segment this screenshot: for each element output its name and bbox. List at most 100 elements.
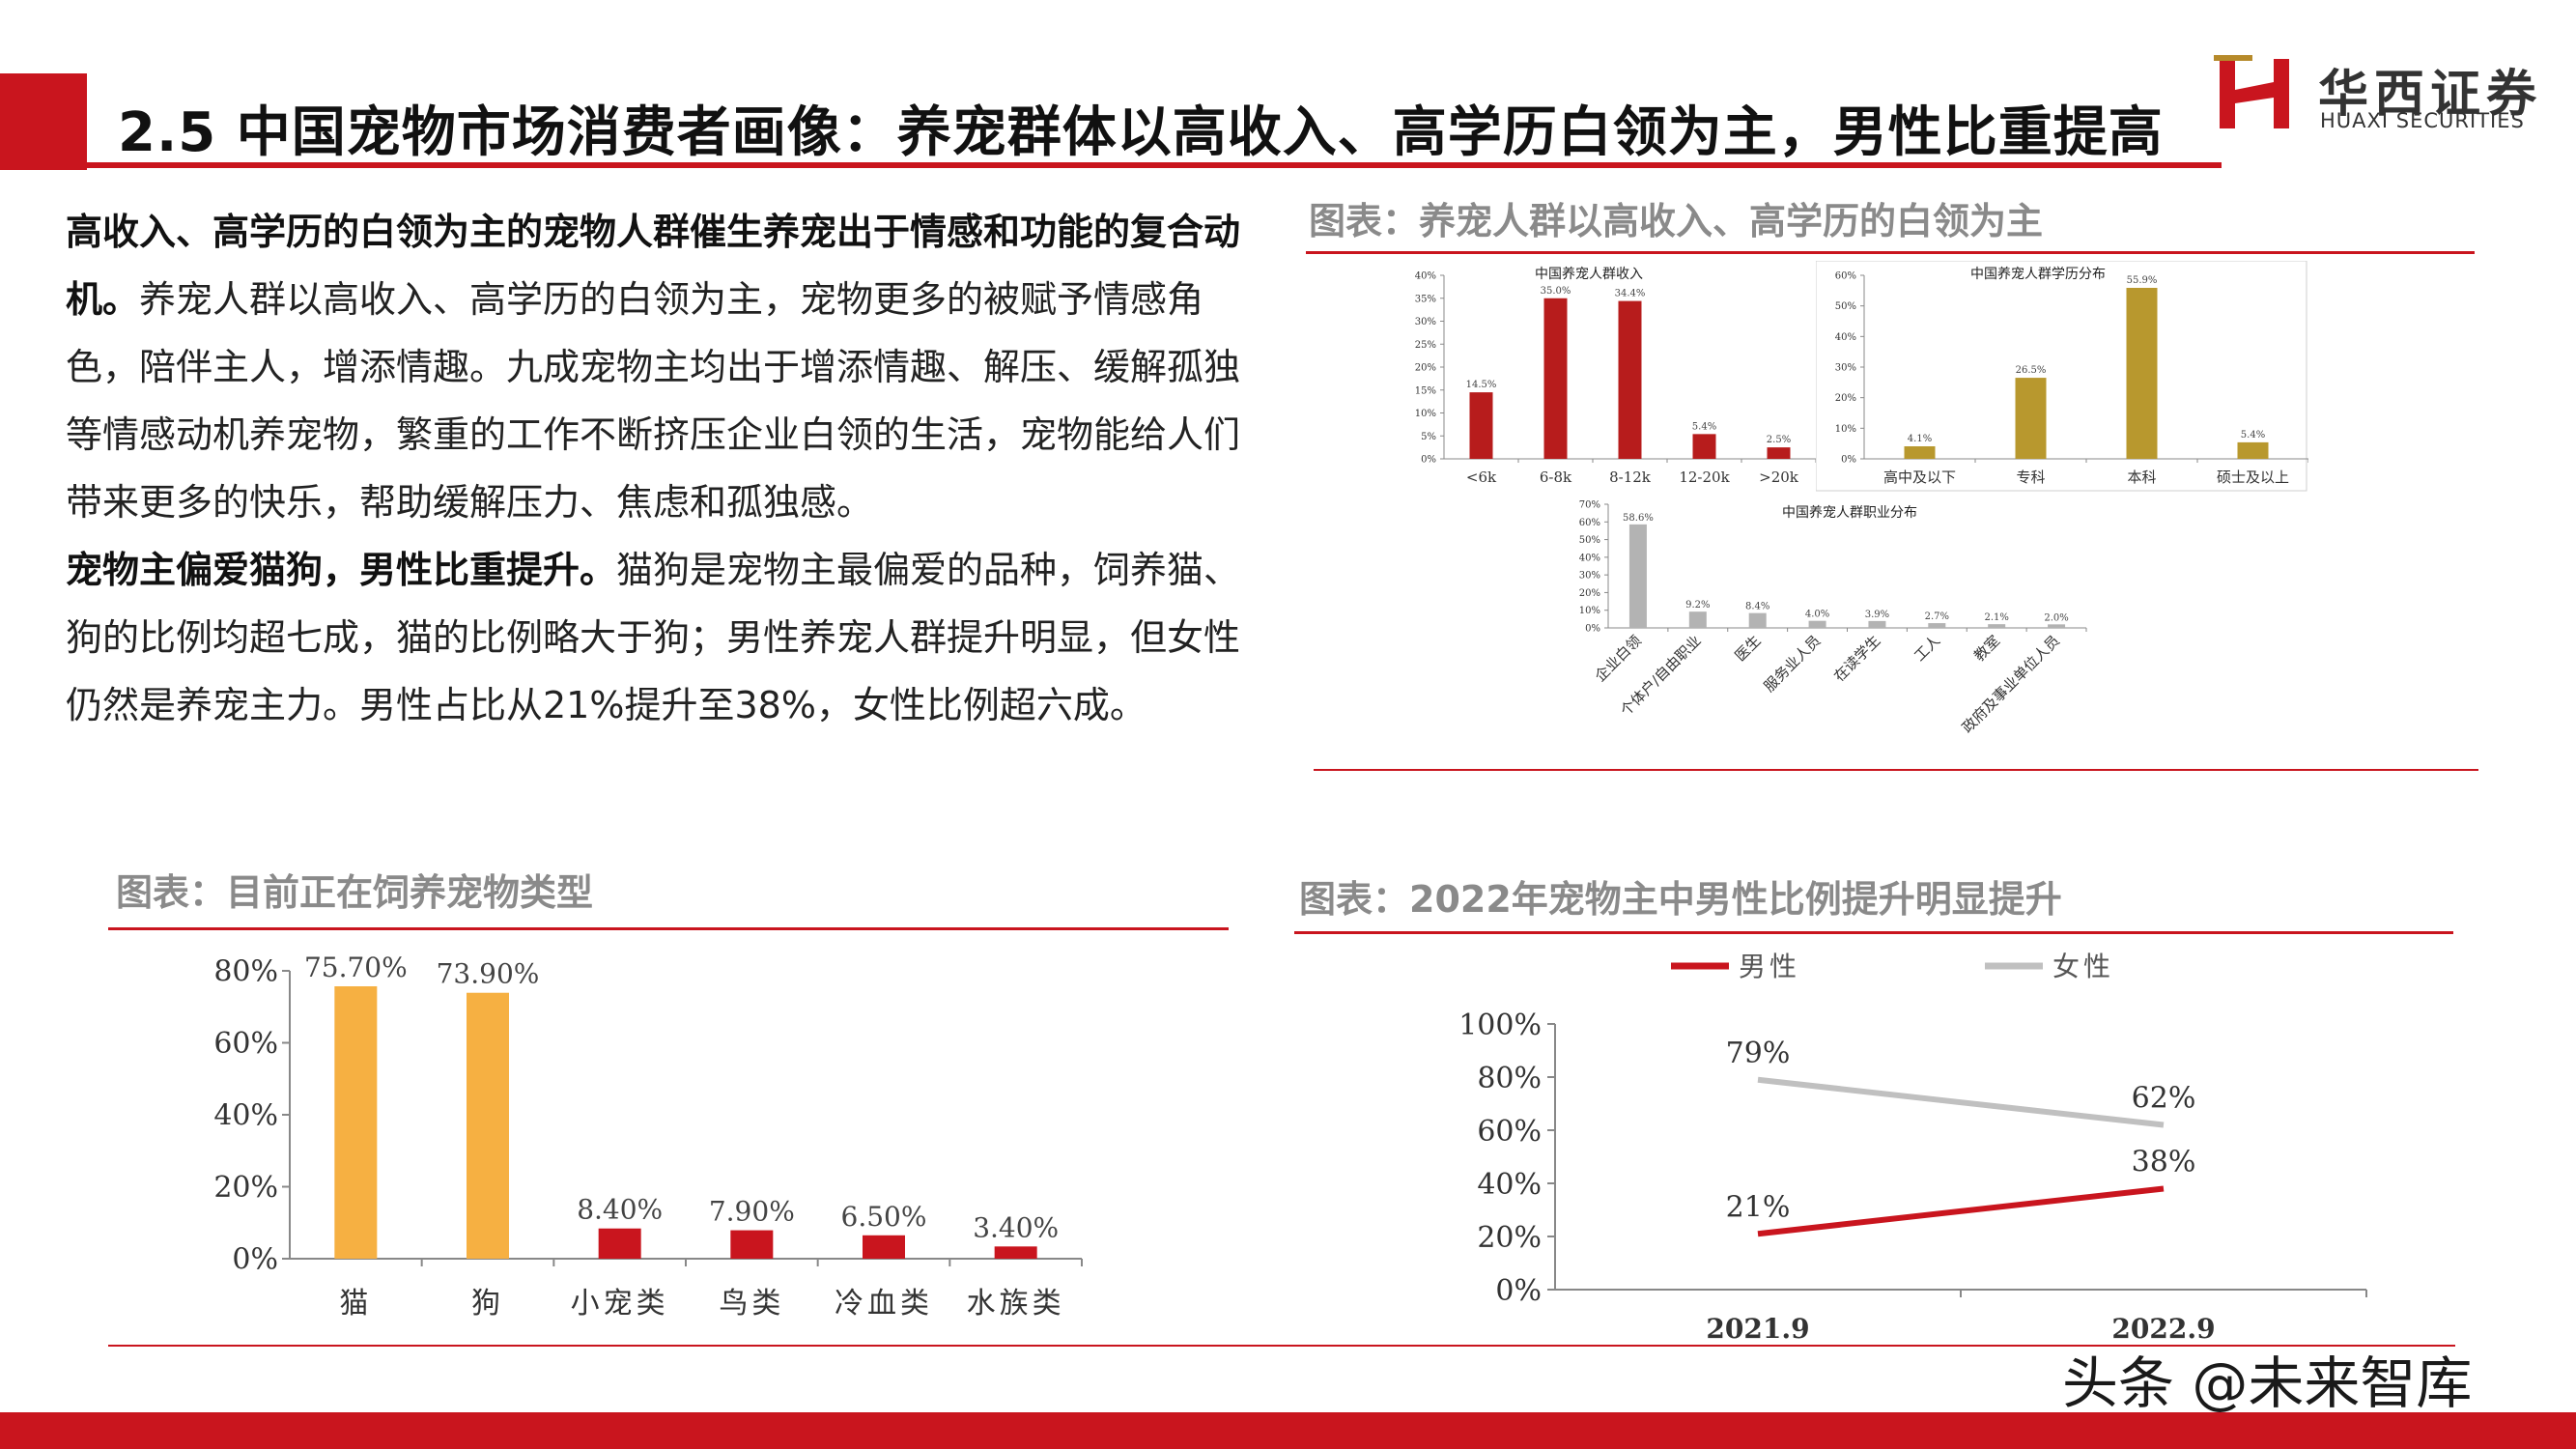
y-tick-label: 20% bbox=[1477, 1221, 1542, 1255]
x-category-label: 高中及以下 bbox=[1883, 469, 1956, 486]
bar-value-label: 55.9% bbox=[2127, 275, 2158, 286]
title-accent-bar bbox=[0, 73, 87, 170]
x-category-label: 狗 bbox=[471, 1287, 504, 1321]
x-category-label: 硕士及以上 bbox=[2217, 469, 2289, 486]
y-tick-label: 25% bbox=[1415, 340, 1436, 351]
y-tick-label: 80% bbox=[213, 955, 278, 989]
bar bbox=[1618, 300, 1642, 459]
bar-value-label: 2.7% bbox=[1925, 611, 1949, 622]
bar-value-label: 58.6% bbox=[1623, 513, 1654, 524]
point-value-label: 38% bbox=[2132, 1146, 2196, 1179]
bar bbox=[1928, 623, 1946, 628]
bar bbox=[467, 992, 509, 1259]
y-tick-label: 30% bbox=[1415, 317, 1436, 327]
y-tick-label: 0% bbox=[1495, 1274, 1542, 1308]
y-tick-label: 40% bbox=[1477, 1168, 1542, 1202]
bar-value-label: 8.40% bbox=[577, 1194, 663, 1226]
bottom-divider bbox=[108, 1345, 2455, 1347]
y-tick-label: 60% bbox=[213, 1027, 278, 1061]
y-tick-label: 10% bbox=[1579, 606, 1600, 616]
y-tick-label: 20% bbox=[213, 1171, 278, 1205]
x-category-label: >20k bbox=[1759, 469, 1799, 486]
legend-label: 男性 bbox=[1739, 951, 1800, 982]
series-line bbox=[1757, 1076, 2165, 1128]
y-tick-label: 35% bbox=[1415, 294, 1436, 304]
y-tick-label: 5% bbox=[1421, 432, 1436, 442]
x-category-label: 专科 bbox=[2016, 469, 2045, 486]
page-title: 2.5 中国宠物市场消费者画像：养宠群体以高收入、高学历白领为主，男性比重提高 bbox=[118, 101, 2164, 164]
bar bbox=[1692, 434, 1716, 459]
y-tick-label: 50% bbox=[1579, 535, 1600, 546]
series-line bbox=[1757, 1185, 2165, 1237]
x-category-label: 冷血类 bbox=[835, 1287, 933, 1321]
bar bbox=[730, 1230, 774, 1259]
bar-value-label: 9.2% bbox=[1685, 600, 1710, 611]
section-divider-bottom-left bbox=[108, 927, 1229, 930]
paragraph-2-lead: 宠物主偏爱猫狗，男性比重提升。 bbox=[66, 549, 617, 591]
y-tick-label: 0% bbox=[1841, 455, 1856, 466]
bar bbox=[1688, 611, 1707, 628]
point-value-label: 21% bbox=[1726, 1190, 1791, 1224]
y-tick-label: 30% bbox=[1835, 363, 1856, 374]
bar bbox=[1748, 612, 1767, 628]
section-title-pet-types: 图表：目前正在饲养宠物类型 bbox=[116, 871, 594, 914]
bar-value-label: 26.5% bbox=[2016, 365, 2047, 376]
y-tick-label: 20% bbox=[1579, 588, 1600, 599]
y-tick-label: 40% bbox=[1415, 271, 1436, 282]
bar-value-label: 34.4% bbox=[1615, 289, 1646, 299]
x-category-label: 小宠类 bbox=[571, 1287, 669, 1321]
x-category-label: <6k bbox=[1466, 469, 1497, 486]
bar-value-label: 6.50% bbox=[841, 1201, 927, 1233]
chart-frame bbox=[1816, 261, 2307, 492]
y-tick-label: 70% bbox=[1579, 500, 1600, 511]
x-category-label: 8-12k bbox=[1609, 469, 1652, 486]
bar bbox=[863, 1235, 905, 1259]
y-tick-label: 80% bbox=[1477, 1062, 1542, 1095]
y-tick-label: 100% bbox=[1458, 1009, 1542, 1042]
x-category-label: 猫 bbox=[339, 1287, 372, 1321]
bar bbox=[1868, 620, 1886, 628]
bar bbox=[994, 1246, 1037, 1259]
section-divider-top-right bbox=[1306, 251, 2475, 254]
section-divider-bottom-right bbox=[1294, 931, 2453, 934]
bar-value-label: 2.0% bbox=[2044, 612, 2068, 623]
x-category-label: 2021.9 bbox=[1706, 1313, 1809, 1343]
bar bbox=[2126, 287, 2158, 459]
footer-bar bbox=[0, 1412, 2576, 1449]
y-tick-label: 10% bbox=[1415, 409, 1436, 419]
bar bbox=[2015, 378, 2047, 459]
bar-value-label: 7.90% bbox=[709, 1196, 795, 1228]
x-category-label: 医生 bbox=[1732, 632, 1765, 665]
bar bbox=[2048, 624, 2066, 628]
x-category-label: 教室 bbox=[1970, 632, 2003, 665]
bar-value-label: 14.5% bbox=[1466, 380, 1497, 390]
bar bbox=[1628, 524, 1647, 628]
y-tick-label: 20% bbox=[1415, 363, 1436, 374]
bar bbox=[1808, 620, 1826, 628]
bar-value-label: 2.1% bbox=[1984, 612, 2008, 623]
x-category-label: 6-8k bbox=[1540, 469, 1572, 486]
y-tick-label: 30% bbox=[1579, 571, 1600, 582]
x-category-label: 在读学生 bbox=[1830, 632, 1883, 685]
y-tick-label: 20% bbox=[1835, 393, 1856, 404]
point-value-label: 79% bbox=[1726, 1037, 1791, 1070]
bar-value-label: 73.90% bbox=[437, 958, 540, 990]
title-underline bbox=[87, 162, 2222, 168]
huaxi-logo-icon bbox=[2214, 55, 2289, 128]
chart-title: 中国养宠人群收入 bbox=[1535, 267, 1643, 282]
bar-value-label: 5.4% bbox=[2241, 430, 2265, 440]
pet-types-chart: 0% 20% 40% 60% 80% 75.70% 猫 73.90% 狗 8.40% 小宠类 7.90… bbox=[213, 952, 1083, 1321]
paragraph-1-body: 养宠人群以高收入、高学历的白领为主，宠物更多的被赋予情感角色，陪伴主人，增添情趣… bbox=[66, 278, 1241, 524]
occupation-chart: 中国养宠人群职业分布 0% 10% 20% 30% 40% 50% 60% 70% 58.6% 企业… bbox=[1579, 500, 2087, 736]
section-title-gender: 图表：2022年宠物主中男性比例提升明显提升 bbox=[1299, 878, 2062, 921]
y-tick-label: 40% bbox=[213, 1099, 278, 1133]
bar-value-label: 5.4% bbox=[1692, 421, 1716, 432]
bar-value-label: 4.0% bbox=[1805, 610, 1829, 620]
x-category-label: 服务业人员 bbox=[1761, 632, 1825, 696]
y-tick-label: 0% bbox=[232, 1243, 278, 1277]
bar bbox=[1543, 298, 1568, 459]
x-category-label: 2022.9 bbox=[2111, 1313, 2215, 1343]
bar-value-label: 75.70% bbox=[304, 952, 408, 983]
bar bbox=[334, 986, 378, 1259]
x-category-label: 本科 bbox=[2127, 469, 2156, 486]
